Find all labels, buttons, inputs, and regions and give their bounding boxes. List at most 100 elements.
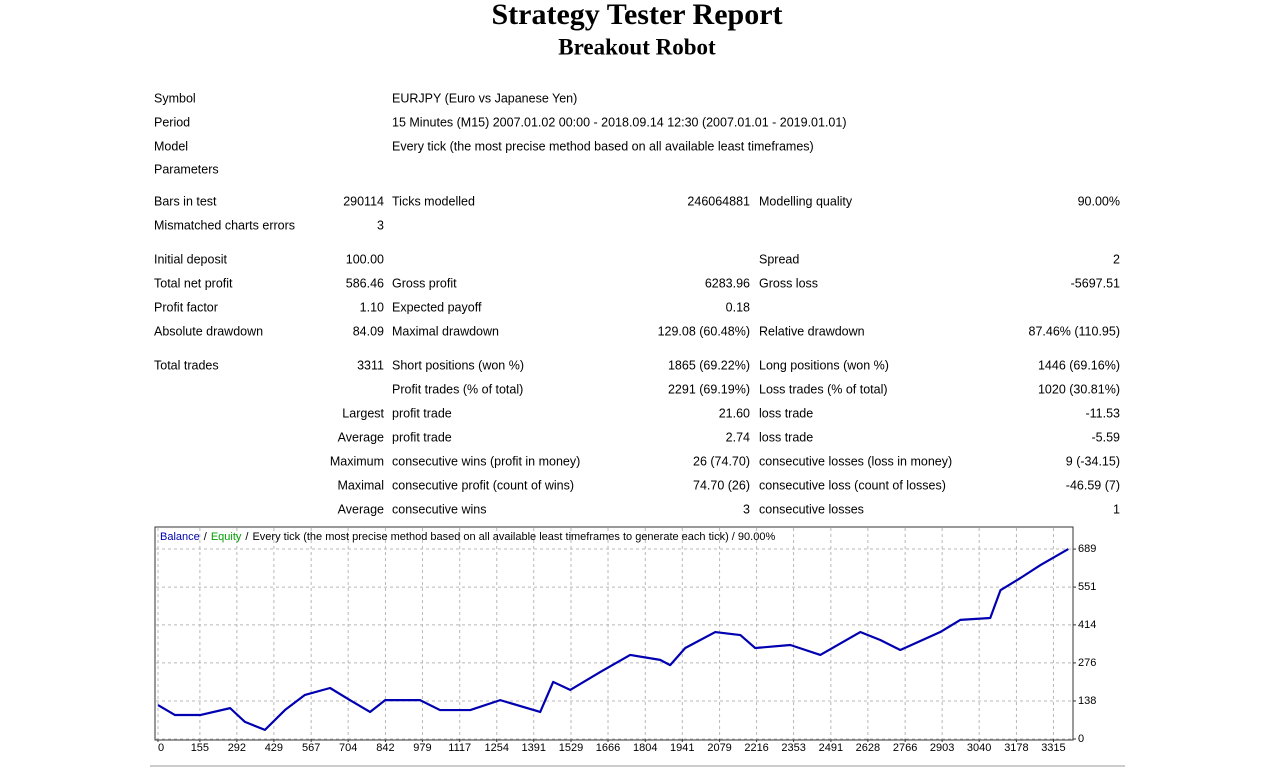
stat-value: 74.70 (26) xyxy=(693,478,750,492)
stat-value: Average xyxy=(338,430,384,444)
stat-label: Initial deposit xyxy=(154,252,227,266)
y-tick-label: 689 xyxy=(1078,543,1096,555)
stat-label: Modelling quality xyxy=(759,194,853,208)
stat-value: 0.18 xyxy=(726,300,750,314)
x-tick-label: 567 xyxy=(302,742,320,754)
info-value: Every tick (the most precise method base… xyxy=(392,139,814,153)
stat-value: -11.53 xyxy=(1085,406,1120,420)
x-tick-label: 292 xyxy=(228,742,246,754)
info-label: Model xyxy=(154,139,188,153)
legend-balance: Balance xyxy=(160,531,200,543)
stat-value: 90.00% xyxy=(1078,194,1120,208)
stat-value: 6283.96 xyxy=(705,276,750,290)
stat-label: consecutive loss (count of losses) xyxy=(759,478,946,492)
stat-value: 1 xyxy=(1113,502,1120,516)
y-tick-label: 551 xyxy=(1078,581,1096,593)
stat-value: -5697.51 xyxy=(1071,276,1120,290)
info-value: 15 Minutes (M15) 2007.01.02 00:00 - 2018… xyxy=(392,115,847,129)
stat-label: loss trade xyxy=(759,430,813,444)
balance-line xyxy=(157,548,1069,732)
stat-label: Relative drawdown xyxy=(759,324,865,338)
stat-label: Total net profit xyxy=(154,276,233,290)
legend-equity: Equity xyxy=(211,531,242,543)
x-tick-label: 3315 xyxy=(1041,742,1065,754)
stat-label: Ticks modelled xyxy=(392,194,475,208)
legend-separator: / xyxy=(245,531,249,543)
stat-label: Gross profit xyxy=(392,276,457,290)
stat-value: 1.10 xyxy=(360,300,384,314)
stat-value: Average xyxy=(338,502,384,516)
info-label: Parameters xyxy=(154,162,219,176)
stat-value: 1020 (30.81%) xyxy=(1038,382,1120,396)
x-tick-label: 1666 xyxy=(596,742,620,754)
x-tick-label: 1804 xyxy=(633,742,657,754)
stat-label: consecutive losses xyxy=(759,502,864,516)
info-label: Symbol xyxy=(154,91,196,105)
x-tick-label: 1117 xyxy=(448,742,471,754)
stat-label: Loss trades (% of total) xyxy=(759,382,888,396)
info-label: Period xyxy=(154,115,190,129)
stat-value: 1446 (69.16%) xyxy=(1038,358,1120,372)
legend-caption: Every tick (the most precise method base… xyxy=(252,531,775,543)
report-subtitle: Breakout Robot xyxy=(558,34,716,59)
stat-value: 586.46 xyxy=(346,276,384,290)
stat-label: consecutive wins (profit in money) xyxy=(392,454,580,468)
stat-value: 3 xyxy=(743,502,750,516)
y-tick-label: 414 xyxy=(1078,619,1096,631)
x-tick-label: 1254 xyxy=(484,742,508,754)
stat-value: 129.08 (60.48%) xyxy=(658,324,750,338)
x-tick-label: 429 xyxy=(265,742,283,754)
stat-label: Short positions (won %) xyxy=(392,358,524,372)
stat-value: 2291 (69.19%) xyxy=(668,382,750,396)
stat-label: Bars in test xyxy=(154,194,217,208)
stat-label: Profit factor xyxy=(154,300,218,314)
stat-label: Absolute drawdown xyxy=(154,324,263,338)
stat-label: consecutive losses (loss in money) xyxy=(759,454,952,468)
x-tick-label: 2903 xyxy=(930,742,954,754)
stat-label: Mismatched charts errors xyxy=(154,218,295,232)
x-tick-label: 0 xyxy=(158,742,164,754)
x-tick-label: 2353 xyxy=(781,742,805,754)
stat-value: 246064881 xyxy=(687,194,750,208)
x-tick-label: 704 xyxy=(339,742,357,754)
x-tick-label: 842 xyxy=(376,742,394,754)
stat-label: profit trade xyxy=(392,430,452,444)
chart-legend: Balance / Equity / Every tick (the most prec… xyxy=(160,531,775,543)
stat-value: 21.60 xyxy=(719,406,750,420)
y-tick-label: 0 xyxy=(1078,733,1084,745)
stat-value: 3311 xyxy=(357,358,384,372)
x-tick-label: 1529 xyxy=(559,742,583,754)
stat-label: Total trades xyxy=(154,358,219,372)
stat-value: -5.59 xyxy=(1092,430,1121,444)
stat-value: 9 (-34.15) xyxy=(1066,454,1120,468)
x-tick-label: 2628 xyxy=(856,742,880,754)
stat-label: Profit trades (% of total) xyxy=(392,382,523,396)
stat-label: Expected payoff xyxy=(392,300,482,314)
x-tick-label: 3040 xyxy=(967,742,991,754)
stat-label: Gross loss xyxy=(759,276,818,290)
y-tick-label: 138 xyxy=(1078,695,1096,707)
stat-label: Long positions (won %) xyxy=(759,358,889,372)
stat-value: 26 (74.70) xyxy=(693,454,750,468)
stat-label: profit trade xyxy=(392,406,452,420)
stat-value: 87.46% (110.95) xyxy=(1029,324,1121,338)
stat-label: Maximal drawdown xyxy=(392,324,499,338)
stat-label: loss trade xyxy=(759,406,813,420)
stat-value: 2.74 xyxy=(726,430,750,444)
x-tick-label: 2079 xyxy=(707,742,731,754)
x-tick-label: 1941 xyxy=(670,742,694,754)
stat-value: 84.09 xyxy=(353,324,384,338)
stat-value: 3 xyxy=(377,218,384,232)
report-title: Strategy Tester Report xyxy=(491,0,782,31)
stat-value: 2 xyxy=(1113,252,1120,266)
legend-separator: / xyxy=(204,531,208,543)
x-tick-label: 3178 xyxy=(1004,742,1028,754)
chart-frame xyxy=(154,526,1074,741)
x-tick-label: 2766 xyxy=(893,742,917,754)
x-tick-label: 2491 xyxy=(819,742,843,754)
stat-value: -46.59 (7) xyxy=(1066,478,1120,492)
x-tick-label: 155 xyxy=(191,742,209,754)
x-tick-label: 1391 xyxy=(521,742,545,754)
